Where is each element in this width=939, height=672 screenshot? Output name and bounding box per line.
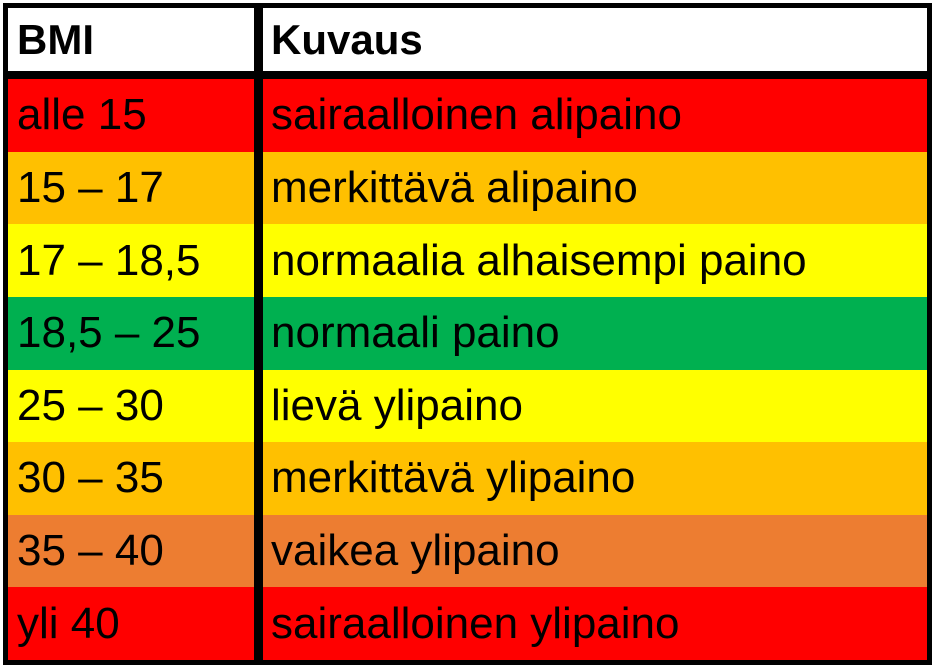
bmi-description-cell: merkittävä ylipaino <box>254 442 927 515</box>
bmi-range-cell: 15 – 17 <box>8 151 254 225</box>
bmi-description-cell: merkittävä alipaino <box>254 151 927 225</box>
bmi-range-cell: 25 – 30 <box>8 369 254 443</box>
bmi-range-cell: 35 – 40 <box>8 514 254 588</box>
bmi-description-cell: vaikea ylipaino <box>254 514 927 588</box>
bmi-range-cell: 30 – 35 <box>8 442 254 515</box>
bmi-description-cell: normaali paino <box>254 296 927 370</box>
header-bmi: BMI <box>8 8 254 79</box>
bmi-range-cell: yli 40 <box>8 587 254 660</box>
bmi-description-cell: normaalia alhaisempi paino <box>254 224 927 297</box>
bmi-range-cell: alle 15 <box>8 79 254 152</box>
bmi-table: BMI Kuvaus alle 15 sairaalloinen alipain… <box>3 3 932 665</box>
bmi-range-cell: 17 – 18,5 <box>8 224 254 297</box>
bmi-description-cell: sairaalloinen alipaino <box>254 79 927 152</box>
header-description: Kuvaus <box>254 8 927 79</box>
bmi-description-cell: lievä ylipaino <box>254 369 927 443</box>
bmi-description-cell: sairaalloinen ylipaino <box>254 587 927 660</box>
bmi-range-cell: 18,5 – 25 <box>8 296 254 370</box>
